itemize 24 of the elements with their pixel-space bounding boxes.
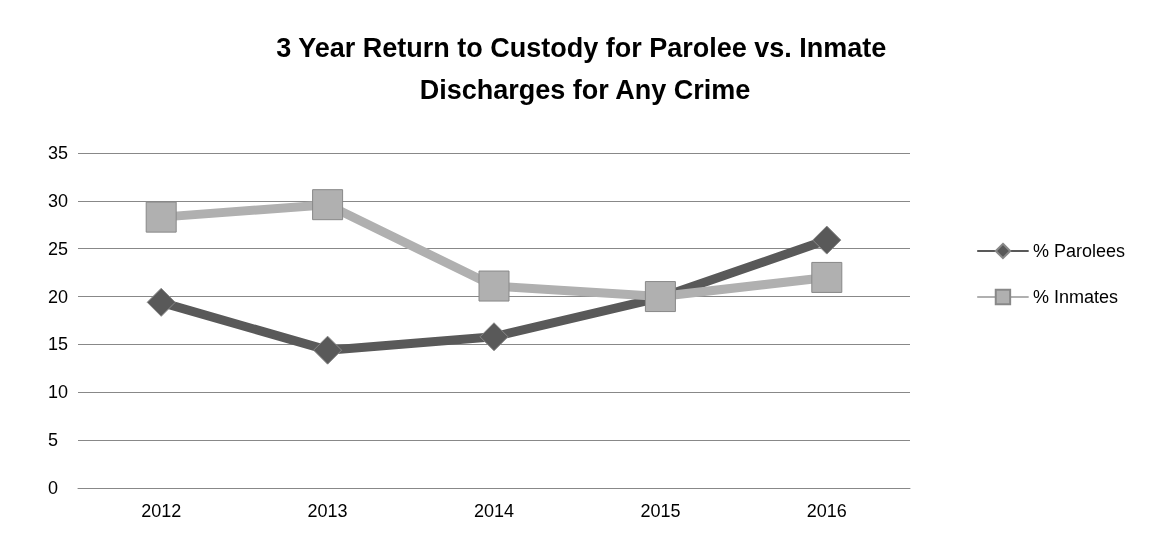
y-tick-label: 15 bbox=[48, 334, 69, 355]
point bbox=[312, 189, 344, 221]
y-tick-label: 35 bbox=[48, 143, 69, 163]
legend-label: % Parolees bbox=[1032, 241, 1126, 261]
x-tick-label: 2016 bbox=[806, 501, 847, 521]
point bbox=[313, 335, 343, 365]
y-tick-label: 25 bbox=[48, 238, 69, 259]
point bbox=[145, 201, 177, 233]
point bbox=[478, 270, 510, 302]
point bbox=[812, 225, 842, 255]
legend-label: % Inmates bbox=[1032, 287, 1118, 307]
y-tick-label: 10 bbox=[48, 382, 69, 403]
x-tick-label: 2012 bbox=[141, 501, 182, 521]
y-tick-label: 5 bbox=[48, 430, 59, 451]
chart-title: 3 Year Return to Custody for Parolee vs. Inmate Discharges for Any Crime bbox=[276, 33, 894, 105]
y-tick-label: 20 bbox=[48, 286, 69, 307]
x-tick-label: 2015 bbox=[640, 501, 681, 521]
y-tick-label: 0 bbox=[48, 478, 59, 498]
x-tick-label: 2014 bbox=[473, 501, 515, 521]
x-tick-label: 2013 bbox=[307, 501, 348, 521]
point bbox=[146, 287, 176, 317]
y-tick-label: 30 bbox=[48, 190, 69, 211]
point bbox=[811, 261, 843, 293]
point bbox=[479, 322, 509, 352]
